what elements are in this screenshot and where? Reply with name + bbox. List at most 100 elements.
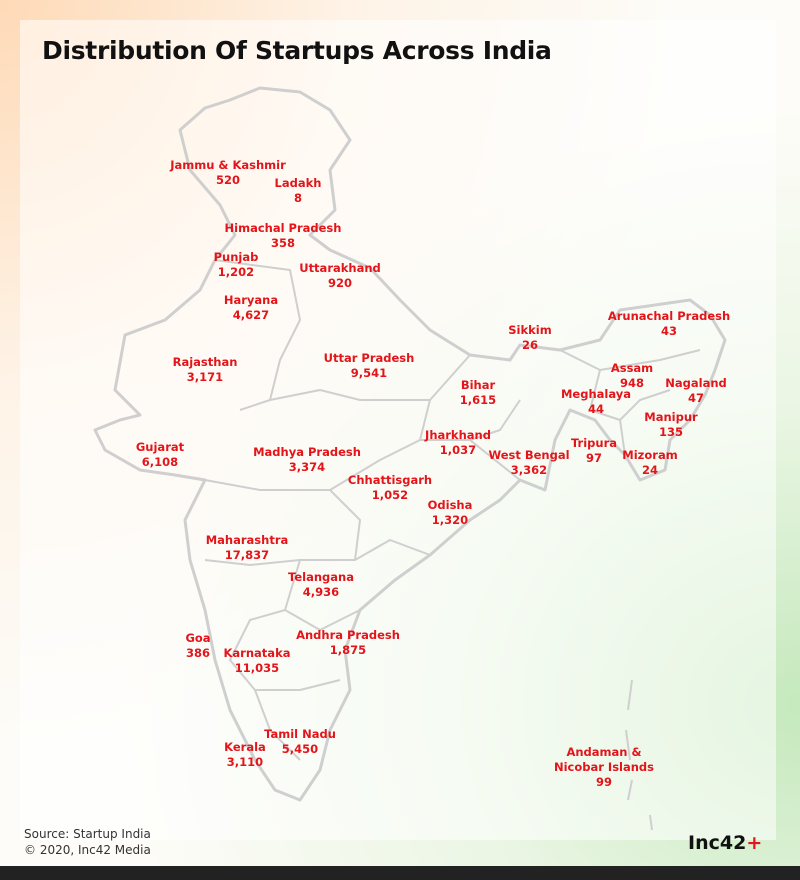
- state-value: 1,320: [431, 513, 469, 527]
- state-label: Himachal Pradesh 358: [225, 221, 342, 251]
- state-value: 6,108: [141, 455, 179, 469]
- state-value: 9,541: [350, 366, 388, 380]
- state-name: Manipur: [644, 410, 698, 424]
- state-name: Mizoram: [622, 448, 678, 462]
- state-label: Assam 948: [611, 361, 653, 391]
- source-text: Source: Startup India: [24, 827, 151, 841]
- state-value: 43: [660, 324, 677, 338]
- state-label: Ladakh 8: [275, 176, 322, 206]
- bottom-strip: [0, 866, 800, 880]
- state-label: Goa 386: [185, 631, 210, 661]
- state-name: Andaman & Nicobar Islands: [553, 745, 655, 774]
- state-label: Uttar Pradesh 9,541: [324, 351, 415, 381]
- state-value: 358: [270, 236, 296, 250]
- logo: Inc42+: [688, 832, 762, 854]
- state-label: Madhya Pradesh 3,374: [253, 445, 361, 475]
- logo-mark: +: [746, 832, 763, 854]
- state-name: Punjab: [213, 250, 259, 264]
- state-label: Telangana 4,936: [288, 570, 354, 600]
- state-name: Andhra Pradesh: [296, 628, 400, 642]
- state-label: Tamil Nadu 5,450: [264, 727, 336, 757]
- state-name: Jammu & Kashmir: [170, 158, 286, 172]
- state-label: Haryana 4,627: [224, 293, 278, 323]
- state-label: Meghalaya 44: [561, 387, 631, 417]
- state-label: Mizoram 24: [622, 448, 677, 478]
- state-name: Nagaland: [665, 376, 727, 390]
- state-label: Nagaland 47: [665, 376, 727, 406]
- state-name: Ladakh: [274, 176, 322, 190]
- state-value: 3,374: [288, 460, 326, 474]
- state-name: Madhya Pradesh: [253, 445, 361, 459]
- state-value: 24: [641, 463, 658, 477]
- state-name: West Bengal: [488, 448, 570, 462]
- state-value: 3,110: [226, 755, 264, 769]
- state-value: 47: [687, 391, 704, 405]
- state-value: 520: [215, 173, 240, 187]
- state-label: Uttarakhand 920: [299, 261, 381, 291]
- state-label: Karnataka 11,035: [224, 646, 291, 676]
- state-label: Tripura 97: [571, 436, 617, 466]
- state-value: 3,171: [186, 370, 224, 384]
- state-label: Kerala 3,110: [224, 740, 266, 770]
- state-value: 1,615: [459, 393, 497, 407]
- state-name: Bihar: [460, 378, 496, 392]
- state-value: 4,936: [302, 585, 340, 599]
- state-name: Tamil Nadu: [264, 727, 336, 741]
- state-name: Odisha: [427, 498, 473, 512]
- state-value: 1,037: [439, 443, 477, 457]
- state-value: 135: [658, 425, 683, 439]
- state-name: Assam: [610, 361, 654, 375]
- state-label: Andhra Pradesh 1,875: [296, 628, 400, 658]
- state-name: Uttar Pradesh: [323, 351, 415, 365]
- state-value: 3,362: [510, 463, 548, 477]
- state-label: Punjab 1,202: [214, 250, 259, 280]
- state-name: Kerala: [224, 740, 266, 754]
- state-name: Tripura: [570, 436, 618, 450]
- card: [20, 20, 776, 840]
- state-label: Rajasthan 3,171: [173, 355, 238, 385]
- state-name: Gujarat: [135, 440, 185, 454]
- state-name: Rajasthan: [172, 355, 238, 369]
- state-value: 99: [595, 775, 612, 789]
- state-name: Maharashtra: [205, 533, 289, 547]
- state-value: 4,627: [232, 308, 270, 322]
- state-borders: [204, 259, 701, 761]
- state-value: 5,450: [281, 742, 319, 756]
- state-name: Uttarakhand: [299, 261, 381, 275]
- state-value: 948: [619, 376, 644, 390]
- state-name: Meghalaya: [560, 387, 632, 401]
- state-label: Andaman & Nicobar Islands 99: [549, 745, 659, 790]
- state-value: 1,875: [329, 643, 367, 657]
- state-name: Karnataka: [223, 646, 291, 660]
- state-label: Jharkhand 1,037: [425, 428, 491, 458]
- state-value: 44: [587, 402, 604, 416]
- state-label: Jammu & Kashmir 520: [170, 158, 286, 188]
- copyright: © 2020, Inc42 Media: [24, 843, 151, 857]
- state-name: Telangana: [288, 570, 354, 584]
- india-outline: [93, 86, 727, 802]
- islands: [625, 679, 653, 831]
- state-label: Chhattisgarh 1,052: [348, 473, 432, 503]
- state-label: Arunachal Pradesh 43: [608, 309, 730, 339]
- state-value: 1,202: [217, 265, 255, 279]
- source: Source: Startup India © 2020, Inc42 Medi…: [24, 826, 151, 858]
- state-name: Haryana: [223, 293, 279, 307]
- state-value: 8: [293, 191, 303, 205]
- state-name: Jharkhand: [425, 428, 491, 442]
- state-name: Sikkim: [508, 323, 552, 337]
- state-value: 1,052: [371, 488, 409, 502]
- state-label: West Bengal 3,362: [488, 448, 569, 478]
- state-value: 97: [585, 451, 603, 465]
- state-value: 17,837: [224, 548, 270, 562]
- state-label: Sikkim 26: [508, 323, 551, 353]
- state-value: 920: [327, 276, 353, 290]
- state-value: 11,035: [234, 661, 280, 675]
- state-value: 26: [521, 338, 539, 352]
- state-name: Arunachal Pradesh: [607, 309, 731, 323]
- title: Distribution Of Startups Across India: [42, 36, 552, 65]
- state-label: Odisha 1,320: [428, 498, 473, 528]
- state-name: Goa: [185, 631, 211, 645]
- logo-text: Inc42: [688, 832, 747, 854]
- state-value: 386: [185, 646, 211, 660]
